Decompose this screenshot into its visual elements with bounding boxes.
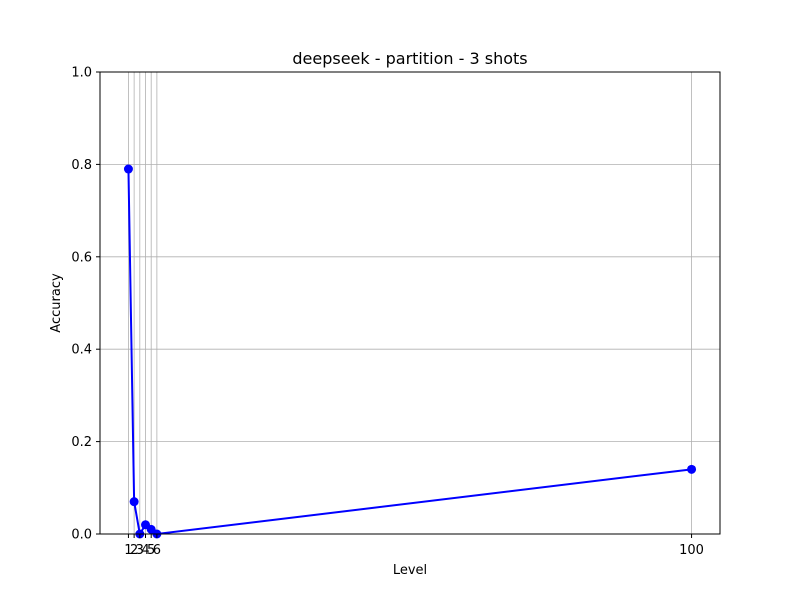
x-tick-label: 5 — [147, 543, 155, 558]
plot-frame — [99, 71, 721, 535]
y-axis-ticks: 0.0 0.2 0.4 0.6 0.8 1.0 — [71, 66, 100, 543]
data-point — [129, 497, 139, 507]
y-tick-label: 1.0 — [71, 66, 92, 81]
data-point — [123, 164, 133, 174]
x-tick-label: 4 — [141, 543, 149, 558]
y-tick-label: 0.2 — [71, 435, 92, 450]
y-tick-label: 0.6 — [71, 250, 92, 265]
x-tick-label: 100 — [679, 543, 704, 558]
x-tick-label: 1 — [124, 543, 132, 558]
x-tick-label: 6 — [153, 543, 161, 558]
data-point — [687, 464, 697, 474]
chart-title: deepseek - partition - 3 shots — [292, 49, 527, 68]
x-axis-title: Level — [393, 563, 427, 578]
y-axis-title: Accuracy — [49, 273, 64, 333]
y-tick-label: 0.8 — [71, 158, 92, 173]
y-tick-label: 0.4 — [71, 343, 92, 358]
x-tick-label: 3 — [136, 543, 144, 558]
y-tick-label: 0.0 — [71, 528, 92, 543]
x-tick-label: 2 — [130, 543, 138, 558]
